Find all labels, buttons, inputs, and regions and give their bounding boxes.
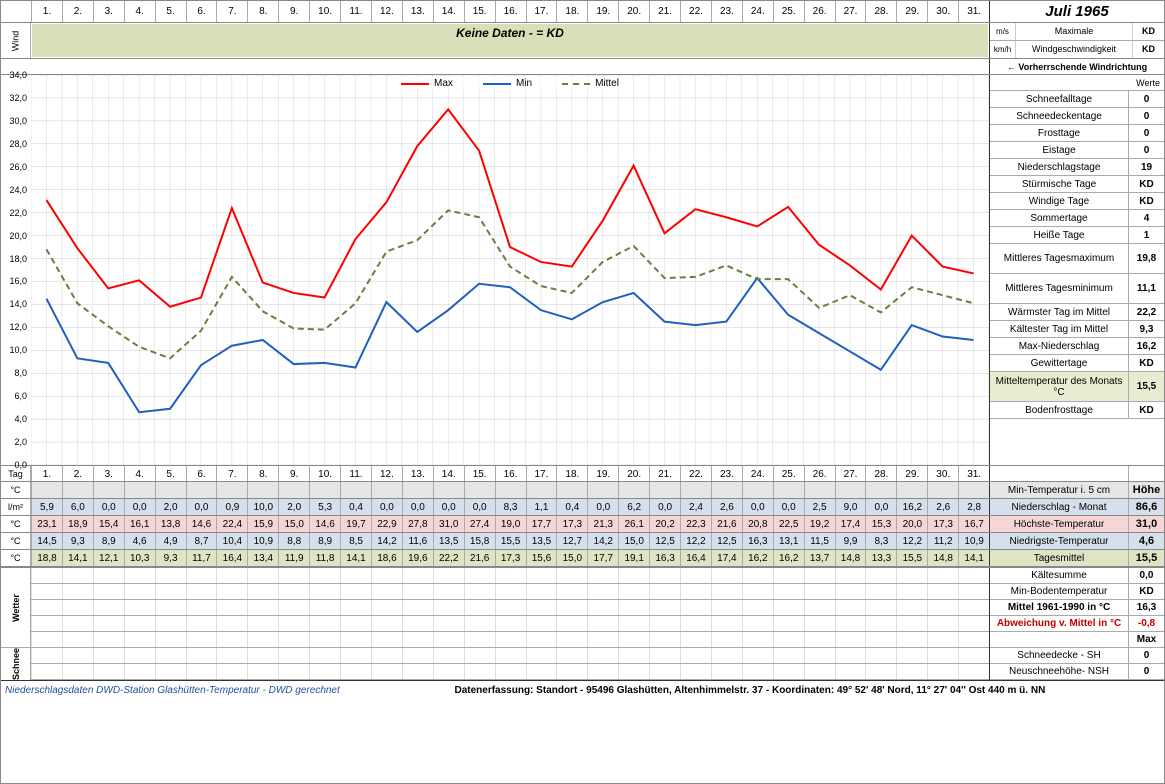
day-header-cell: 19. [587,1,618,22]
day-header-cell: 4. [124,1,155,22]
stat-row: Niederschlagstage19 [990,159,1164,176]
stat-row: Eistage0 [990,142,1164,159]
day-header-cell: 30. [927,1,958,22]
stat-row: Frosttage0 [990,125,1164,142]
day-header-cell: 1. [31,1,62,22]
stat-row: Wärmster Tag im Mittel22,2 [990,304,1164,321]
data-row: °C14,59,38,94,64,98,710,410,98,88,98,514… [1,533,1164,550]
day-header-cell: 13. [402,1,433,22]
day-header-cell: 5. [155,1,186,22]
day-header-cell: 16. [495,1,526,22]
day-header-cell: 6. [186,1,217,22]
day-header-cell: 18. [556,1,587,22]
day-header-cell: 14. [433,1,464,22]
day-header-cells: 1.2.3.4.5.6.7.8.9.10.11.12.13.14.15.16.1… [31,1,989,22]
tag-row: Tag 1.2.3.4.5.6.7.8.9.10.11.12.13.14.15.… [1,465,1164,482]
page-title: Juli 1965 [989,1,1164,22]
day-header-cell: 12. [371,1,402,22]
wind-label: Wind [1,23,31,58]
stat-row: Mittleres Tagesmaximum19,8 [990,244,1164,274]
day-header-cell: 10. [309,1,340,22]
chart-legend: Max Min Mittel [395,77,625,90]
day-header-cell: 23. [711,1,742,22]
weather-sheet: 1.2.3.4.5.6.7.8.9.10.11.12.13.14.15.16.1… [0,0,1165,784]
stat-row: GewittertageKD [990,355,1164,372]
kd-banner: Keine Daten - = KD [32,24,988,57]
day-header-cell: 29. [896,1,927,22]
day-header-cell: 9. [278,1,309,22]
footer: Niederschlagsdaten DWD-Station Glashütte… [1,680,1164,699]
stat-row: Kältester Tag im Mittel9,3 [990,321,1164,338]
header-row: 1.2.3.4.5.6.7.8.9.10.11.12.13.14.15.16.1… [1,1,1164,23]
stat-row: Mitteltemperatur des Monats °C15,5 [990,372,1164,402]
day-header-cell: 24. [742,1,773,22]
day-header-cell: 22. [680,1,711,22]
wind-direction-row: ← Vorherrschende Windrichtung [1,59,1164,75]
day-header-cell: 26. [804,1,835,22]
stat-row: Sommertage4 [990,210,1164,227]
wind-section: Wind Keine Daten - = KD m/sMaximaleKDkm/… [1,23,1164,59]
day-header-cell: 21. [649,1,680,22]
day-header-cell: 7. [216,1,247,22]
stat-row: Windige TageKD [990,193,1164,210]
side-stats: Werte Schneefalltage0Schneedeckentage0Fr… [989,75,1164,465]
day-header-cell: 8. [247,1,278,22]
bottom-section: WetterSchnee Kältesumme0,0Min-Bodentempe… [1,567,1164,680]
stat-row: Heiße Tage1 [990,227,1164,244]
day-header-cell: 28. [865,1,896,22]
day-header-cell: 20. [618,1,649,22]
day-header-cell: 25. [773,1,804,22]
day-header-cell: 31. [958,1,989,22]
stat-row: BodenfrosttageKD [990,402,1164,419]
stat-row: Schneedeckentage0 [990,108,1164,125]
data-row: °C18,814,112,110,39,311,716,413,411,911,… [1,550,1164,567]
chart-area: 0,02,04,06,08,010,012,014,016,018,020,02… [31,75,989,465]
day-header-cell: 15. [464,1,495,22]
day-header-cell: 27. [835,1,866,22]
data-row: l/m²5,96,00,00,02,00,00,910,02,05,30,40,… [1,499,1164,516]
stat-row: Schneefalltage0 [990,91,1164,108]
stat-row: Stürmische TageKD [990,176,1164,193]
day-header-cell: 11. [340,1,371,22]
day-header-cell: 17. [526,1,557,22]
data-row: °CMin-Temperatur i. 5 cmHöhe [1,482,1164,499]
data-row: °C23,118,915,416,113,814,622,415,915,014… [1,516,1164,533]
chart-row: 0,02,04,06,08,010,012,014,016,018,020,02… [1,75,1164,465]
day-header-cell: 2. [62,1,93,22]
stat-row: Max-Niederschlag16,2 [990,338,1164,355]
stat-row: Mittleres Tagesminimum11,1 [990,274,1164,304]
day-header-cell: 3. [93,1,124,22]
